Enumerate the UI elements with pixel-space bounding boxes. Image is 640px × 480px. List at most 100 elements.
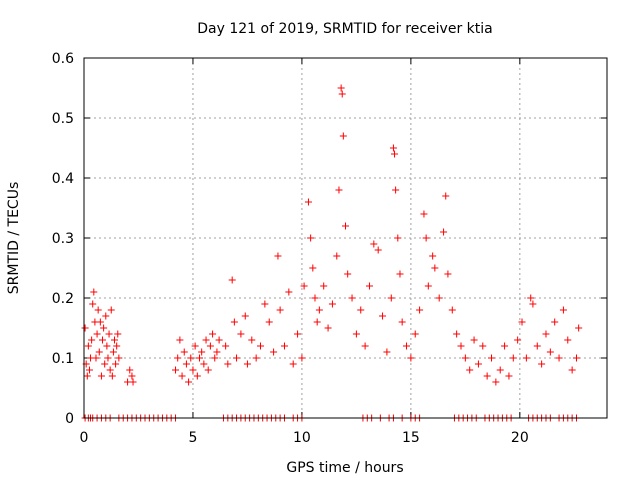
data-point bbox=[474, 360, 482, 368]
data-point bbox=[88, 336, 96, 344]
data-point bbox=[104, 354, 112, 362]
data-point bbox=[496, 366, 504, 374]
data-point bbox=[407, 354, 415, 362]
data-point bbox=[300, 282, 308, 290]
data-point bbox=[501, 342, 509, 350]
data-point bbox=[92, 354, 100, 362]
data-point bbox=[392, 186, 400, 194]
data-point bbox=[237, 330, 245, 338]
data-point bbox=[111, 336, 119, 344]
data-point bbox=[429, 252, 437, 260]
data-point bbox=[342, 222, 349, 230]
data-point bbox=[230, 318, 238, 326]
data-point bbox=[274, 252, 282, 260]
data-point bbox=[344, 270, 352, 278]
data-point bbox=[107, 306, 115, 314]
data-point bbox=[261, 300, 269, 308]
data-point bbox=[113, 342, 121, 350]
data-point bbox=[492, 378, 500, 386]
data-point bbox=[416, 306, 424, 314]
data-point bbox=[339, 132, 347, 140]
data-point bbox=[457, 342, 465, 350]
data-point bbox=[102, 312, 110, 320]
data-point bbox=[546, 348, 554, 356]
data-point bbox=[108, 372, 116, 380]
data-point bbox=[198, 348, 206, 356]
data-point bbox=[298, 354, 306, 362]
data-point bbox=[106, 366, 114, 374]
y-tick-label: 0.4 bbox=[52, 171, 74, 187]
data-point bbox=[81, 324, 89, 332]
data-point bbox=[99, 336, 107, 344]
data-point bbox=[533, 342, 541, 350]
data-point bbox=[338, 90, 346, 98]
data-point bbox=[94, 306, 102, 314]
data-point bbox=[311, 294, 319, 302]
data-point bbox=[309, 264, 317, 272]
data-point bbox=[479, 342, 487, 350]
x-tick-label: 15 bbox=[402, 430, 420, 446]
data-point bbox=[93, 330, 101, 338]
data-point bbox=[115, 354, 123, 362]
data-point bbox=[383, 348, 391, 356]
data-point bbox=[241, 312, 249, 320]
data-point bbox=[90, 288, 98, 296]
data-point bbox=[320, 282, 328, 290]
data-point bbox=[483, 372, 491, 380]
data-point bbox=[387, 294, 395, 302]
data-point bbox=[514, 336, 522, 344]
data-point bbox=[109, 348, 117, 356]
data-point bbox=[337, 84, 345, 92]
data-point bbox=[83, 372, 91, 380]
data-point bbox=[394, 234, 402, 242]
data-point bbox=[488, 354, 496, 362]
data-point bbox=[335, 186, 343, 194]
data-point bbox=[280, 342, 288, 350]
data-point bbox=[180, 348, 188, 356]
data-point bbox=[315, 306, 323, 314]
data-point bbox=[522, 354, 530, 362]
data-point bbox=[391, 150, 399, 158]
data-point bbox=[529, 300, 537, 308]
data-point bbox=[270, 348, 278, 356]
data-point bbox=[424, 282, 432, 290]
data-point bbox=[396, 270, 404, 278]
data-point bbox=[202, 336, 210, 344]
data-point bbox=[129, 378, 137, 386]
data-point bbox=[470, 336, 478, 344]
data-point bbox=[466, 366, 474, 374]
data-point bbox=[95, 348, 103, 356]
data-point bbox=[100, 324, 108, 332]
tick-labels: 0 0.1 0.2 0.3 0.4 0.5 0.6 0 5 10 15 20 bbox=[52, 51, 529, 446]
data-point bbox=[174, 354, 182, 362]
data-point bbox=[379, 312, 387, 320]
data-point bbox=[444, 270, 452, 278]
data-point bbox=[411, 330, 419, 338]
data-point bbox=[114, 330, 122, 338]
data-point bbox=[389, 144, 397, 152]
data-point bbox=[243, 360, 251, 368]
data-point bbox=[294, 330, 302, 338]
data-point bbox=[361, 342, 369, 350]
data-point bbox=[176, 336, 184, 344]
data-point bbox=[224, 360, 232, 368]
data-point bbox=[403, 342, 411, 350]
data-point bbox=[103, 342, 111, 350]
data-point bbox=[365, 282, 373, 290]
data-point bbox=[398, 318, 406, 326]
data-point bbox=[248, 336, 256, 344]
data-point bbox=[420, 210, 428, 218]
data-point bbox=[200, 360, 208, 368]
data-point bbox=[257, 342, 265, 350]
data-point bbox=[191, 342, 199, 350]
y-tick-label: 0 bbox=[65, 411, 74, 427]
data-point bbox=[357, 306, 365, 314]
data-point bbox=[285, 288, 293, 296]
data-point bbox=[189, 366, 197, 374]
y-tick-label: 0.5 bbox=[52, 111, 74, 127]
data-point bbox=[112, 360, 120, 368]
data-point bbox=[559, 306, 567, 314]
data-point bbox=[333, 252, 341, 260]
data-point bbox=[370, 240, 378, 248]
data-point bbox=[128, 372, 136, 380]
